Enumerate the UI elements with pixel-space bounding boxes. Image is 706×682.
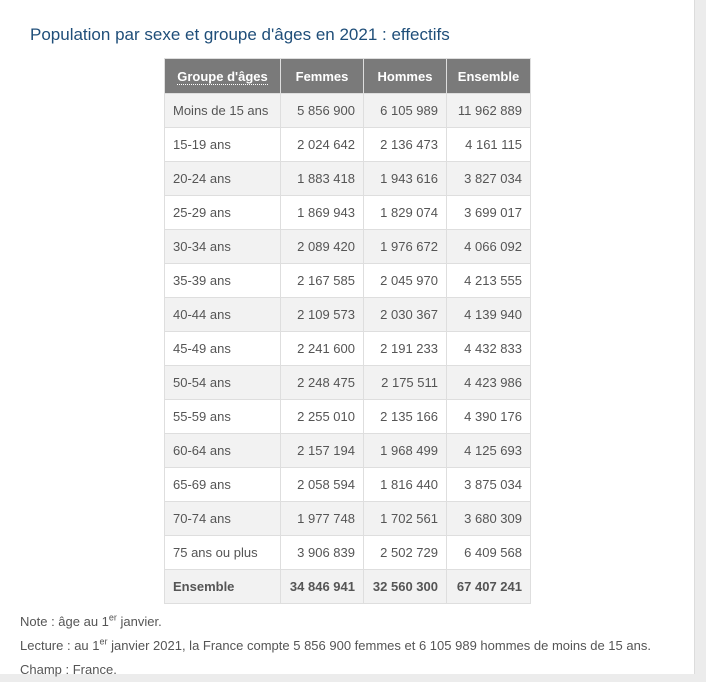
cell-age-group: 75 ans ou plus (164, 535, 281, 570)
lecture-prefix: Lecture : au 1 (20, 638, 100, 653)
cell-total: 4 139 940 (446, 297, 531, 332)
cell-women: 2 058 594 (280, 467, 364, 502)
cell-men: 2 191 233 (363, 331, 447, 366)
cell-women: 3 906 839 (280, 535, 364, 570)
cell-women: 2 255 010 (280, 399, 364, 434)
lecture-line: Lecture : au 1er janvier 2021, la France… (20, 634, 651, 658)
cell-women: 2 248 475 (280, 365, 364, 400)
cell-total: 3 827 034 (446, 161, 531, 196)
cell-women: 2 089 420 (280, 229, 364, 264)
cell-men: 2 136 473 (363, 127, 447, 162)
cell-men: 32 560 300 (363, 569, 447, 604)
header-total: Ensemble (446, 58, 531, 94)
header-men: Hommes (363, 58, 447, 94)
table-row: 25-29 ans 1 869 943 1 829 074 3 699 017 (164, 195, 531, 230)
cell-women: 1 869 943 (280, 195, 364, 230)
cell-age-group: 65-69 ans (164, 467, 281, 502)
cell-women: 2 157 194 (280, 433, 364, 468)
content-panel: Population par sexe et groupe d'âges en … (0, 0, 695, 677)
cell-age-group: 45-49 ans (164, 331, 281, 366)
cell-age-group: 50-54 ans (164, 365, 281, 400)
cell-total: 4 213 555 (446, 263, 531, 298)
page-title: Population par sexe et groupe d'âges en … (30, 25, 450, 44)
cell-men: 1 816 440 (363, 467, 447, 502)
cell-age-group: 20-24 ans (164, 161, 281, 196)
cell-total: 4 125 693 (446, 433, 531, 468)
cell-men: 6 105 989 (363, 93, 447, 128)
table-row: 75 ans ou plus 3 906 839 2 502 729 6 409 56… (164, 535, 531, 570)
table-header-row: Groupe d'âges Femmes Hommes Ensemble (164, 58, 531, 94)
cell-total: 4 066 092 (446, 229, 531, 264)
cell-men: 1 976 672 (363, 229, 447, 264)
cell-total: 6 409 568 (446, 535, 531, 570)
population-table: Groupe d'âges Femmes Hommes Ensemble Moi… (164, 58, 531, 604)
cell-total: 3 680 309 (446, 501, 531, 536)
cell-women: 1 883 418 (280, 161, 364, 196)
table-row: 60-64 ans 2 157 194 1 968 499 4 125 693 (164, 433, 531, 468)
note-prefix: Note : âge au 1 (20, 614, 109, 629)
cell-age-group: 70-74 ans (164, 501, 281, 536)
cell-total: 4 423 986 (446, 365, 531, 400)
cell-total: 4 161 115 (446, 127, 531, 162)
cell-women: 1 977 748 (280, 501, 364, 536)
cell-age-group: 30-34 ans (164, 229, 281, 264)
table-row: 50-54 ans 2 248 475 2 175 511 4 423 986 (164, 365, 531, 400)
cell-women: 5 856 900 (280, 93, 364, 128)
note-sup: er (108, 612, 117, 623)
header-women: Femmes (280, 58, 364, 94)
table-row: Moins de 15 ans 5 856 900 6 105 989 11 962 … (164, 93, 531, 128)
cell-age-group: 15-19 ans (164, 127, 281, 162)
table-row: 40-44 ans 2 109 573 2 030 367 4 139 940 (164, 297, 531, 332)
cell-age-group: 35-39 ans (164, 263, 281, 298)
lecture-suffix: janvier 2021, la France compte 5 856 900… (107, 638, 651, 653)
cell-men: 2 030 367 (363, 297, 447, 332)
cell-men: 2 175 511 (363, 365, 447, 400)
table-row: 55-59 ans 2 255 010 2 135 166 4 390 176 (164, 399, 531, 434)
cell-men: 2 502 729 (363, 535, 447, 570)
note-line: Note : âge au 1er janvier. (20, 610, 651, 634)
cell-age-group: 25-29 ans (164, 195, 281, 230)
cell-men: 1 968 499 (363, 433, 447, 468)
cell-age-group: Ensemble (164, 569, 281, 604)
cell-men: 1 702 561 (363, 501, 447, 536)
cell-men: 1 829 074 (363, 195, 447, 230)
cell-women: 2 241 600 (280, 331, 364, 366)
table-total-row: Ensemble 34 846 941 32 560 300 67 407 241 (164, 569, 531, 604)
header-age-group-label: Groupe d'âges (177, 68, 268, 85)
table-row: 65-69 ans 2 058 594 1 816 440 3 875 034 (164, 467, 531, 502)
cell-age-group: 55-59 ans (164, 399, 281, 434)
table-row: 30-34 ans 2 089 420 1 976 672 4 066 092 (164, 229, 531, 264)
cell-women: 2 167 585 (280, 263, 364, 298)
table-row: 20-24 ans 1 883 418 1 943 616 3 827 034 (164, 161, 531, 196)
cell-men: 2 045 970 (363, 263, 447, 298)
cell-age-group: 60-64 ans (164, 433, 281, 468)
cell-total: 4 432 833 (446, 331, 531, 366)
cell-total: 11 962 889 (446, 93, 531, 128)
table-row: 15-19 ans 2 024 642 2 136 473 4 161 115 (164, 127, 531, 162)
cell-men: 1 943 616 (363, 161, 447, 196)
lecture-sup: er (99, 636, 108, 647)
cell-total: 4 390 176 (446, 399, 531, 434)
cell-total: 3 875 034 (446, 467, 531, 502)
header-age-group: Groupe d'âges (164, 58, 281, 94)
cell-total: 67 407 241 (446, 569, 531, 604)
cell-women: 34 846 941 (280, 569, 364, 604)
cell-women: 2 024 642 (280, 127, 364, 162)
cell-women: 2 109 573 (280, 297, 364, 332)
table-row: 45-49 ans 2 241 600 2 191 233 4 432 833 (164, 331, 531, 366)
cell-men: 2 135 166 (363, 399, 447, 434)
champ-line: Champ : France. (20, 662, 117, 677)
table-body: Moins de 15 ans 5 856 900 6 105 989 11 962 … (164, 93, 531, 604)
table-notes: Note : âge au 1er janvier. Lecture : au … (20, 610, 651, 682)
table-row: 35-39 ans 2 167 585 2 045 970 4 213 555 (164, 263, 531, 298)
cell-age-group: Moins de 15 ans (164, 93, 281, 128)
cell-total: 3 699 017 (446, 195, 531, 230)
note-suffix: janvier. (116, 614, 162, 629)
cell-age-group: 40-44 ans (164, 297, 281, 332)
table-row: 70-74 ans 1 977 748 1 702 561 3 680 309 (164, 501, 531, 536)
